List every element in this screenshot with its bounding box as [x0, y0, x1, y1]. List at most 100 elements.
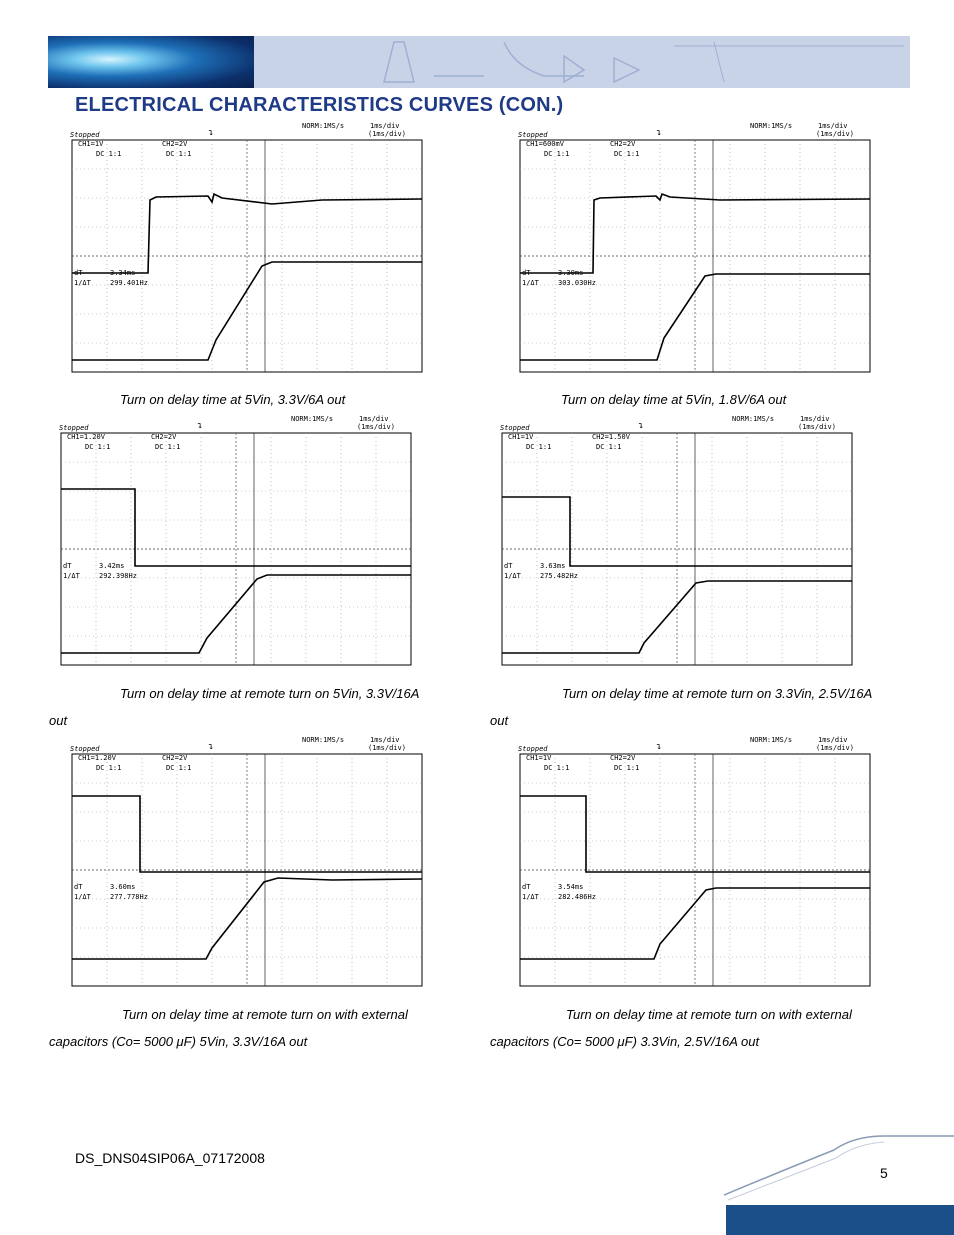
corner-decoration: [724, 1135, 954, 1235]
figure-caption-continued-4: out: [490, 713, 509, 728]
ch1-setting: CH1=1.20V: [67, 433, 105, 441]
scope-div: 1ms/div: [818, 122, 848, 130]
inverse-dt-label: 1/ΔT: [74, 893, 91, 901]
figure-caption-6: Turn on delay time at remote turn on wit…: [566, 1007, 852, 1022]
inverse-dt-label: 1/ΔT: [522, 893, 539, 901]
scope-timebase: NORM:1MS/s: [302, 736, 345, 744]
inverse-dt-label: 1/ΔT: [63, 572, 80, 580]
channel2-trace: [61, 574, 411, 654]
scope-div: 1ms/div: [370, 736, 400, 744]
figure-caption-continued-6: capacitors (Co= 5000 μF) 3.3Vin, 2.5V/16…: [490, 1034, 760, 1049]
scope-header: Stopped NORM:1MS/s 1ms/div (1ms/div) ↴: [59, 415, 435, 441]
ch1-coupling: DC 1:1: [544, 150, 570, 158]
banner-photo: [48, 36, 254, 88]
inverse-dt-value: 292.398Hz: [99, 572, 137, 580]
ch2-coupling: DC 1:1: [614, 764, 640, 772]
document-id: DS_DNS04SIP06A_07172008: [75, 1150, 265, 1166]
dt-label: dT: [74, 269, 83, 277]
scope-div-paren: (1ms/div): [368, 744, 406, 752]
scope-status: Stopped: [518, 131, 548, 139]
dt-label: dT: [522, 883, 531, 891]
ch1-setting: CH1=1V: [508, 433, 534, 441]
channel2-trace: [520, 887, 870, 960]
trigger-marker-icon: ↴: [197, 421, 203, 431]
dt-value: 3.42ms: [99, 562, 125, 570]
scope-div-paren: (1ms/div): [357, 423, 395, 431]
scope-div-paren: (1ms/div): [816, 744, 854, 752]
inverse-dt-value: 299.401Hz: [110, 279, 148, 287]
scope-screen: [519, 139, 871, 373]
channel1-trace: [520, 192, 871, 274]
scope-div: 1ms/div: [800, 415, 830, 423]
figure-caption-continued-3: out: [49, 713, 68, 728]
dt-label: dT: [522, 269, 531, 277]
dt-label: dT: [63, 562, 72, 570]
scope-div-paren: (1ms/div): [816, 130, 854, 138]
ch2-setting: CH2=2V: [610, 140, 636, 148]
scope-div-paren: (1ms/div): [368, 130, 406, 138]
ch2-coupling: DC 1:1: [596, 443, 622, 451]
ch1-coupling: DC 1:1: [526, 443, 552, 451]
page-number: 5: [880, 1165, 888, 1181]
trigger-marker-icon: ↴: [638, 421, 644, 431]
ch2-setting: CH2=2V: [162, 754, 188, 762]
oscilloscope-plot-6: Stopped NORM:1MS/s 1ms/div (1ms/div) ↴ C…: [518, 736, 894, 1008]
ch1-setting: CH1=1V: [526, 754, 552, 762]
figure-caption-5: Turn on delay time at remote turn on wit…: [122, 1007, 408, 1022]
ch2-setting: CH2=2V: [610, 754, 636, 762]
ch1-coupling: DC 1:1: [96, 764, 122, 772]
trigger-marker-icon: ↴: [656, 742, 662, 752]
channel1-trace: [520, 795, 870, 873]
scope-timebase: NORM:1MS/s: [302, 122, 345, 130]
page-title: ELECTRICAL CHARACTERISTICS CURVES (CON.): [75, 94, 564, 116]
ch2-coupling: DC 1:1: [155, 443, 181, 451]
inverse-dt-label: 1/ΔT: [74, 279, 91, 287]
channel1-trace: [72, 192, 423, 274]
dt-value: 3.60ms: [110, 883, 136, 891]
dt-label: dT: [74, 883, 83, 891]
trigger-marker-icon: ↴: [208, 742, 214, 752]
scope-screen: [60, 432, 412, 666]
ch2-setting: CH2=2V: [151, 433, 177, 441]
oscilloscope-plot-1: Stopped NORM:1MS/s 1ms/div (1ms/div) ↴ C…: [70, 122, 446, 394]
trigger-marker-icon: ↴: [208, 128, 214, 138]
oscilloscope-plot-5: Stopped NORM:1MS/s 1ms/div (1ms/div) ↴ C…: [70, 736, 446, 1008]
dt-value: 3.30ms: [558, 269, 584, 277]
channel1-trace: [502, 496, 852, 567]
figure-caption-4: Turn on delay time at remote turn on 3.3…: [562, 686, 873, 701]
scope-header: Stopped NORM:1MS/s 1ms/div (1ms/div) ↴: [70, 122, 446, 148]
scope-div: 1ms/div: [818, 736, 848, 744]
scope-status: Stopped: [59, 424, 89, 432]
dt-value: 3.54ms: [558, 883, 584, 891]
scope-timebase: NORM:1MS/s: [291, 415, 334, 423]
inverse-dt-value: 275.482Hz: [540, 572, 578, 580]
oscilloscope-plot-2: Stopped NORM:1MS/s 1ms/div (1ms/div) ↴ C…: [518, 122, 894, 394]
figure-caption-3: Turn on delay time at remote turn on 5Vi…: [120, 686, 420, 701]
channel2-trace: [72, 261, 422, 361]
trigger-marker-icon: ↴: [656, 128, 662, 138]
inverse-dt-value: 282.486Hz: [558, 893, 596, 901]
scope-screen: [519, 753, 871, 987]
scope-header: Stopped NORM:1MS/s 1ms/div (1ms/div) ↴: [518, 122, 894, 148]
scope-screen: [71, 753, 423, 987]
dt-label: dT: [504, 562, 513, 570]
inverse-dt-label: 1/ΔT: [522, 279, 539, 287]
scope-div: 1ms/div: [370, 122, 400, 130]
ch1-coupling: DC 1:1: [544, 764, 570, 772]
ch1-setting: CH1=600mV: [526, 140, 564, 148]
scope-header: Stopped NORM:1MS/s 1ms/div (1ms/div) ↴: [500, 415, 876, 441]
scope-header: Stopped NORM:1MS/s 1ms/div (1ms/div) ↴: [518, 736, 894, 762]
channel2-trace: [502, 580, 852, 654]
ch1-coupling: DC 1:1: [96, 150, 122, 158]
dt-value: 3.34ms: [110, 269, 136, 277]
oscilloscope-plot-3: Stopped NORM:1MS/s 1ms/div (1ms/div) ↴ C…: [59, 415, 435, 687]
scope-status: Stopped: [70, 745, 100, 753]
oscilloscope-plot-4: Stopped NORM:1MS/s 1ms/div (1ms/div) ↴ C…: [500, 415, 876, 687]
scope-timebase: NORM:1MS/s: [750, 736, 793, 744]
ch2-setting: CH2=1.50V: [592, 433, 630, 441]
banner-decoration: [383, 41, 904, 84]
scope-timebase: NORM:1MS/s: [732, 415, 775, 423]
scope-status: Stopped: [500, 424, 530, 432]
channel1-trace: [72, 795, 422, 873]
ch2-coupling: DC 1:1: [166, 764, 192, 772]
